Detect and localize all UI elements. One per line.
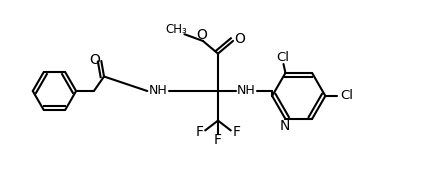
Text: NH: NH bbox=[149, 84, 168, 97]
Text: F: F bbox=[214, 133, 222, 147]
Text: N: N bbox=[279, 119, 290, 133]
Text: O: O bbox=[89, 53, 100, 67]
Text: O: O bbox=[197, 28, 207, 42]
Text: Cl: Cl bbox=[340, 89, 353, 102]
Text: CH₃: CH₃ bbox=[165, 23, 187, 36]
Text: F: F bbox=[195, 125, 203, 139]
Text: F: F bbox=[233, 125, 241, 139]
Text: NH: NH bbox=[237, 84, 256, 97]
Text: O: O bbox=[235, 32, 246, 46]
Text: Cl: Cl bbox=[276, 51, 289, 64]
